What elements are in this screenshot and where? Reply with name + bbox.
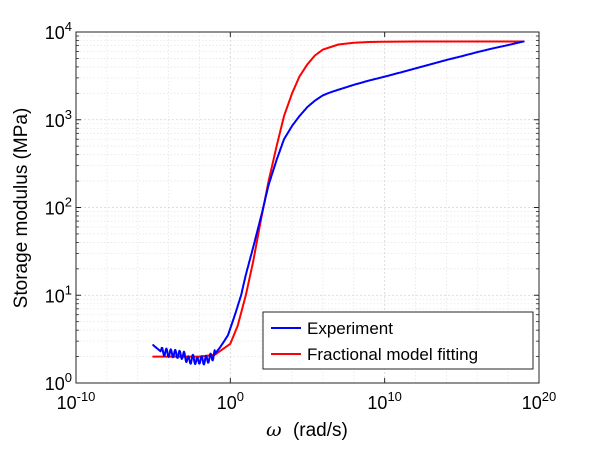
x-axis-unit: (rad/s) [293,420,348,441]
y-tick-label: 103 [45,107,72,131]
y-tick-exponent: 0 [65,370,72,385]
y-tick-label: 104 [45,19,72,43]
legend-label: Experiment [307,319,393,338]
y-tick-base: 10 [45,199,65,219]
y-tick-label: 100 [45,370,72,394]
x-tick-base: 10 [367,393,387,413]
x-tick-exponent: 0 [237,389,244,404]
legend-box [262,311,534,370]
series-line-fractional-model [152,40,525,358]
y-tick-base: 10 [45,23,65,43]
series-layer [152,40,525,366]
x-tick-base: 10 [217,393,237,413]
x-axis-symbol: ω [266,419,282,441]
y-tick-exponent: 4 [65,19,72,34]
y-tick-exponent: 2 [65,195,72,210]
x-tick-label: 100 [217,389,244,413]
y-tick-base: 10 [45,374,65,394]
y-axis-label: Storage modulus (MPa) [11,108,32,309]
series-line-experiment [152,40,525,366]
x-tick-labels: 10-10 100 1010 1020 [57,389,557,413]
y-tick-base: 10 [45,286,65,306]
axis-ticks [75,31,540,384]
x-tick-exponent: 20 [542,389,556,404]
x-tick-label: 1010 [367,389,402,413]
y-tick-label: 102 [45,195,72,219]
y-tick-label: 101 [45,282,72,306]
x-tick-base: 10 [57,393,77,413]
x-tick-label: 10-10 [57,389,96,413]
y-tick-base: 10 [45,111,65,131]
x-tick-label: 1020 [522,389,557,413]
x-axis-label: ω (rad/s) [266,419,348,441]
y-tick-exponent: 3 [65,107,72,122]
y-tick-exponent: 1 [65,282,72,297]
x-tick-exponent: -10 [77,389,96,404]
legend: Experiment Fractional model fitting [262,311,534,370]
x-tick-exponent: 10 [387,389,401,404]
x-tick-base: 10 [522,393,542,413]
legend-label: Fractional model fitting [307,345,478,364]
